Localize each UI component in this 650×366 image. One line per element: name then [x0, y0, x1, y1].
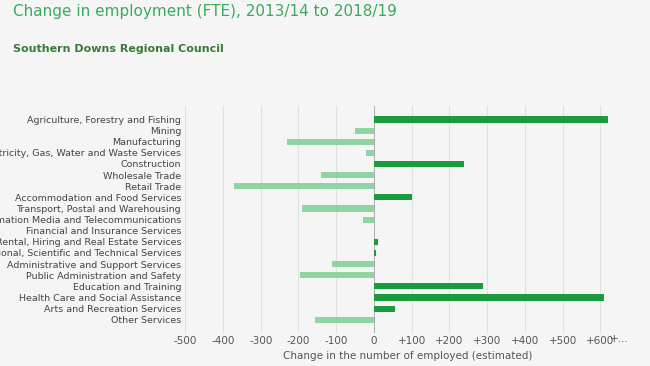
- Bar: [300, 272, 374, 278]
- Bar: [367, 150, 374, 156]
- Text: Change in employment (FTE), 2013/14 to 2018/19: Change in employment (FTE), 2013/14 to 2…: [13, 4, 397, 19]
- Bar: [315, 317, 374, 323]
- Bar: [355, 128, 374, 134]
- Bar: [374, 283, 484, 290]
- Bar: [374, 116, 608, 123]
- Bar: [287, 139, 374, 145]
- Bar: [302, 205, 374, 212]
- Bar: [374, 306, 395, 311]
- Bar: [321, 172, 374, 178]
- X-axis label: Change in the number of employed (estimated): Change in the number of employed (estima…: [283, 351, 532, 361]
- Text: +...: +...: [610, 334, 629, 344]
- Bar: [234, 183, 374, 189]
- Bar: [374, 194, 411, 201]
- Bar: [374, 239, 378, 245]
- Text: Southern Downs Regional Council: Southern Downs Regional Council: [13, 44, 224, 54]
- Bar: [374, 250, 376, 256]
- Bar: [332, 261, 374, 267]
- Bar: [374, 161, 465, 167]
- Bar: [374, 294, 604, 300]
- Bar: [363, 217, 374, 223]
